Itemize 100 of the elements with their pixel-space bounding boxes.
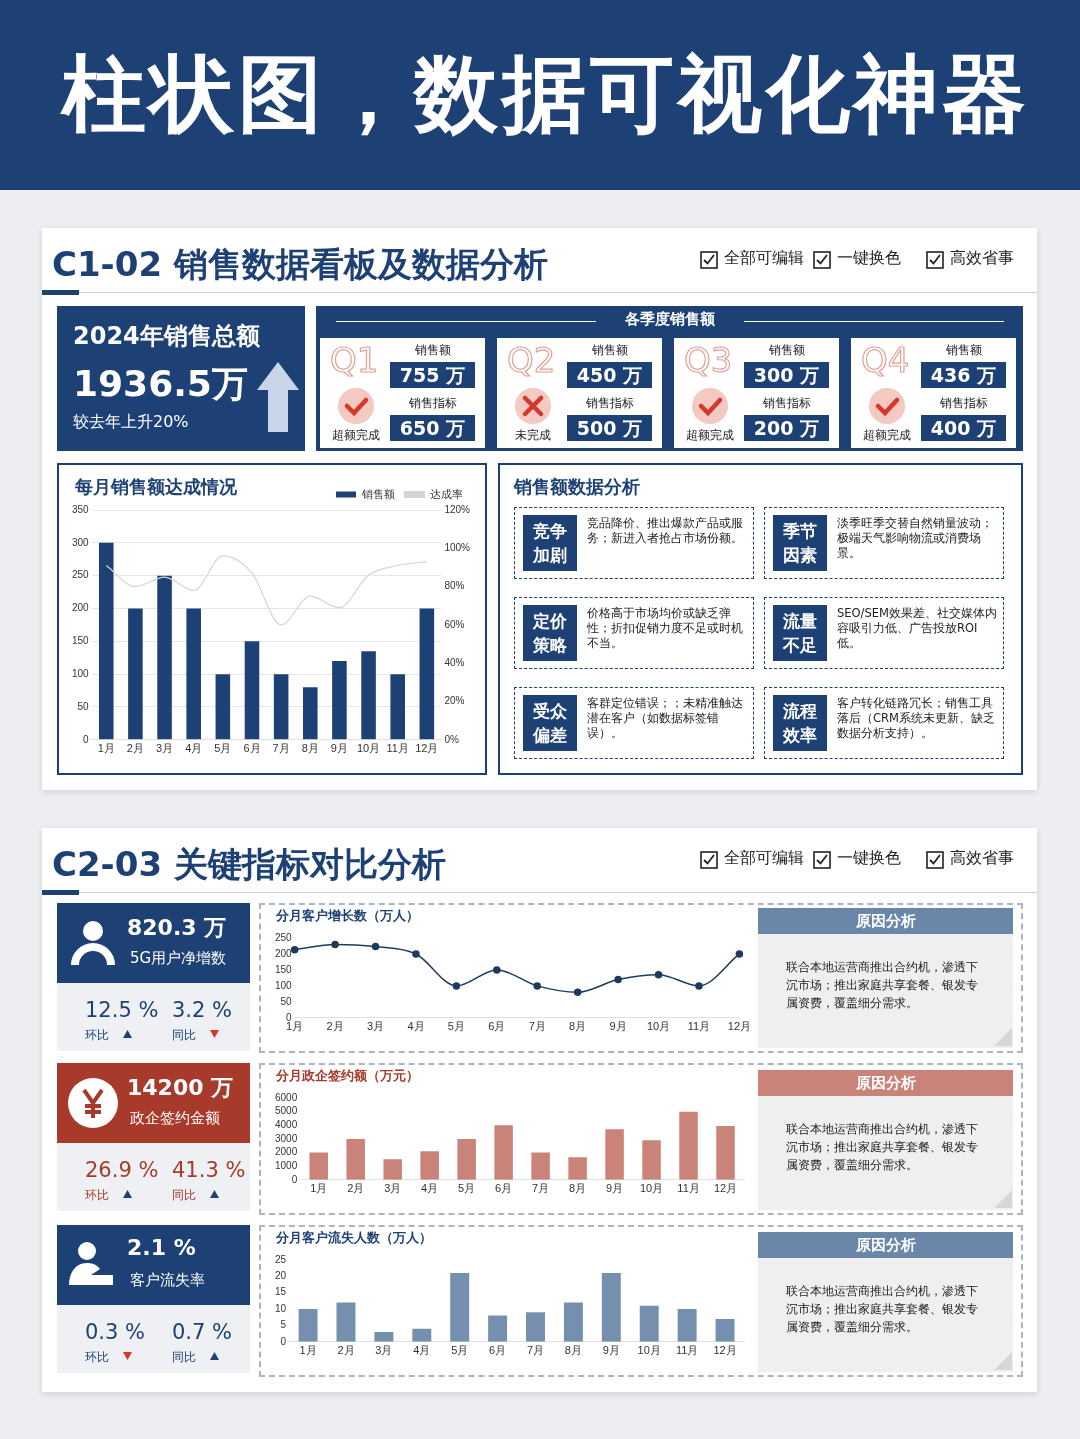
x-tick-label: 2月 (337, 1344, 355, 1357)
text: 原因分析 (758, 1232, 1013, 1258)
x-tick-label: 6月 (489, 1344, 507, 1357)
text: 755 万 (390, 362, 475, 388)
bar (716, 1125, 735, 1180)
point (371, 942, 380, 951)
text: 销售指标 (938, 395, 989, 412)
y-tick-label: 25 (275, 1253, 287, 1265)
y2-tick-label: 80% (444, 580, 465, 592)
x-tick-label: 6月 (488, 1020, 506, 1033)
legend-label: 销售额 (360, 487, 395, 500)
x-tick-label: 5月 (447, 1020, 465, 1033)
bar (412, 1328, 432, 1342)
x-tick-label: 1月 (310, 1182, 328, 1195)
point (573, 988, 582, 997)
x-tick-label: 10月 (356, 742, 381, 755)
bar (450, 1273, 470, 1342)
x-tick-label: 2月 (347, 1182, 365, 1195)
text: 原因分析 (758, 908, 1013, 934)
bar (639, 1305, 659, 1342)
text: 高效省事 (950, 248, 1014, 269)
text: 200 万 (744, 415, 829, 441)
text: 2024年销售总额 (73, 321, 260, 352)
bar (336, 1302, 356, 1342)
text: Q2 (507, 340, 556, 380)
text: 价格高于市场均价或缺乏弹性；折扣促销力度不足或时机不当。 (587, 606, 744, 651)
x-tick-label: 11月 (687, 1020, 711, 1033)
text: 柱状图，数据可视化神器 (62, 44, 1030, 145)
y2-tick-label: 40% (444, 656, 465, 668)
text: Q3 (684, 340, 733, 380)
text: 客户流失率 (130, 1271, 205, 1290)
point (654, 970, 663, 979)
x-tick-label: 7月 (272, 742, 290, 755)
chart-title: 分月政企签约额（万元） (276, 1067, 419, 1085)
text: 高效省事 (950, 848, 1014, 869)
line-series (105, 555, 428, 626)
text: 联合本地运营商推出合约机，渗透下沉市场；推出家庭共享套餐、银发专属资费，覆盖细分需求。 (786, 959, 979, 1012)
text: 销售指标 (407, 395, 458, 412)
chart-title: 每月销售额达成情况 (75, 475, 237, 499)
bar (494, 1125, 513, 1180)
y-tick-label: 150 (72, 635, 90, 647)
y-tick-label: 50 (280, 995, 293, 1007)
x-tick-label: 7月 (526, 1344, 545, 1357)
bar (302, 687, 318, 740)
text: 0.3 % (85, 1320, 146, 1344)
x-tick-label: 4月 (413, 1344, 431, 1357)
y-tick-label: 0 (83, 733, 90, 745)
bar (361, 651, 376, 740)
text: 0.7 % (172, 1320, 233, 1344)
y2-tick-label: 100% (444, 542, 471, 554)
bar (526, 1312, 545, 1342)
text: 650 万 (390, 415, 475, 441)
legend-label: 达成率 (430, 487, 463, 500)
y-tick-label: 6000 (275, 1091, 298, 1103)
x-tick-label: 6月 (243, 742, 261, 755)
bar (563, 1302, 583, 1342)
x-tick-label: 10月 (646, 1020, 671, 1033)
y-tick-label: 300 (72, 536, 90, 548)
text: 原因分析 (758, 1070, 1013, 1096)
x-tick-label: 4月 (407, 1020, 425, 1033)
x-tick-label: 10月 (639, 1182, 664, 1195)
text: 销售额 (944, 342, 983, 359)
x-tick-label: 4月 (421, 1182, 439, 1195)
y-tick-label: 250 (275, 931, 293, 943)
bar (332, 661, 347, 740)
text: 同比 (172, 1027, 196, 1044)
bar (420, 1151, 439, 1180)
text: 较去年上升20% (73, 412, 189, 433)
text: 流程效率 (773, 695, 827, 751)
text: 全部可编辑 (724, 248, 804, 269)
text: 26.9 % (85, 1158, 159, 1182)
text: 未完成 (514, 427, 552, 444)
point (735, 950, 744, 958)
bar (157, 575, 172, 740)
y-tick-label: 10 (275, 1302, 287, 1314)
y-tick-label: 150 (275, 963, 293, 975)
point (290, 946, 299, 954)
text: 12.5 % (85, 998, 159, 1022)
bar (298, 1309, 318, 1342)
text: 客户转化链路冗长；销售工具落后（CRM系统未更新、缺乏数据分析支持）。 (837, 696, 996, 741)
x-tick-label: 8月 (569, 1182, 587, 1195)
y-tick-label: 1000 (275, 1159, 298, 1171)
x-tick-label: 1月 (286, 1020, 304, 1033)
x-tick-label: 12月 (713, 1182, 738, 1195)
point (331, 940, 339, 949)
text: 联合本地运营商推出合约机，渗透下沉市场；推出家庭共享套餐、银发专属资费，覆盖细分需求。 (786, 1121, 979, 1174)
text: 各季度销售额 (624, 310, 716, 329)
x-tick-label: 5月 (451, 1344, 469, 1357)
text: 季节因素 (773, 515, 827, 571)
bar (488, 1315, 508, 1342)
x-tick-label: 2月 (126, 742, 144, 755)
y-tick-label: 2000 (275, 1146, 298, 1158)
y-tick-label: 0 (280, 1335, 287, 1347)
text: 联合本地运营商推出合约机，渗透下沉市场；推出家庭共享套餐、银发专属资费，覆盖细分需求。 (786, 1283, 979, 1336)
chart-title: 分月客户流失人数（万人） (276, 1229, 432, 1247)
text: 1936.5万 (73, 362, 248, 406)
x-tick-label: 5月 (214, 742, 232, 755)
text: 436 万 (921, 362, 1006, 388)
x-tick-label: 1月 (97, 742, 115, 755)
y-tick-label: 3000 (275, 1132, 298, 1144)
